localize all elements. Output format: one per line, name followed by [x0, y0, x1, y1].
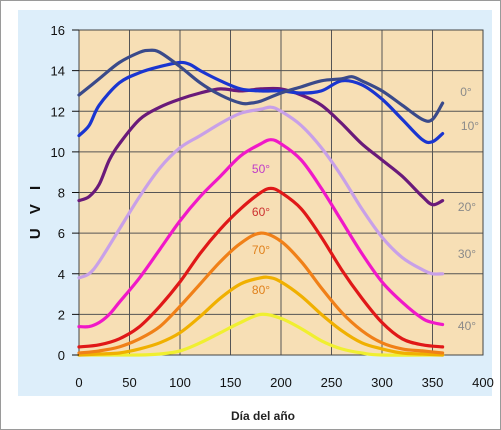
- series-label-80: 80°: [252, 283, 270, 297]
- x-tick-label: 200: [270, 375, 292, 390]
- y-axis-ticks: 0 2 4 6 8 10 12 14 16: [51, 23, 79, 363]
- series-label-10: 10°: [461, 119, 479, 133]
- series-line-30: [77, 105, 445, 280]
- series-line-80: [77, 312, 445, 357]
- series-label-60: 60°: [252, 205, 270, 219]
- series-line-0: [77, 48, 445, 123]
- x-tick-label: 250: [321, 375, 343, 390]
- y-tick-label: 10: [51, 145, 65, 160]
- series-line-70: [77, 275, 445, 357]
- x-tick-label: 150: [220, 375, 242, 390]
- y-tick-label: 8: [58, 186, 65, 201]
- y-tick-label: 6: [58, 226, 65, 241]
- series-label-40: 40°: [458, 319, 476, 333]
- x-tick-label: 50: [122, 375, 136, 390]
- series-line-60: [77, 231, 445, 355]
- y-tick-label: 0: [58, 348, 65, 363]
- y-tick-label: 4: [58, 267, 65, 282]
- y-tick-label: 16: [51, 23, 65, 38]
- x-tick-label: 100: [169, 375, 191, 390]
- x-axis-label: Día del año: [231, 409, 295, 423]
- series-label-30: 30°: [458, 247, 476, 261]
- series-labels: 0° 10° 20° 30° 40° 50° 60° 70° 80°: [252, 85, 479, 333]
- series-label-50: 50°: [252, 162, 270, 176]
- y-tick-label: 2: [58, 307, 65, 322]
- y-tick-label: 14: [51, 64, 65, 79]
- series-label-70: 70°: [252, 243, 270, 257]
- series-line-50: [77, 186, 445, 349]
- y-tick-label: 12: [51, 104, 65, 119]
- x-tick-label: 350: [422, 375, 444, 390]
- series-lines: [77, 48, 445, 357]
- x-tick-label: 0: [75, 375, 82, 390]
- series-line-10: [77, 60, 445, 145]
- series-label-20: 20°: [458, 200, 476, 214]
- series-label-0: 0°: [460, 85, 472, 99]
- y-axis-label: U V I: [27, 181, 44, 239]
- x-axis-ticks: 0 50 100 150 200 250 300 350 400: [75, 375, 493, 390]
- x-tick-label: 400: [472, 375, 494, 390]
- x-tick-label: 300: [371, 375, 393, 390]
- series-line-40: [77, 138, 445, 329]
